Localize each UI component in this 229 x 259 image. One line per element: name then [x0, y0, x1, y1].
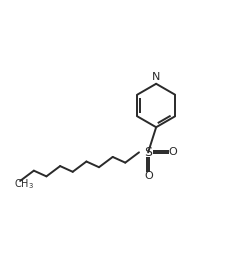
Text: CH$_3$: CH$_3$	[14, 177, 34, 191]
Text: O: O	[144, 171, 152, 181]
Text: O: O	[168, 147, 176, 157]
Text: N: N	[151, 72, 160, 82]
Text: S: S	[144, 146, 152, 159]
